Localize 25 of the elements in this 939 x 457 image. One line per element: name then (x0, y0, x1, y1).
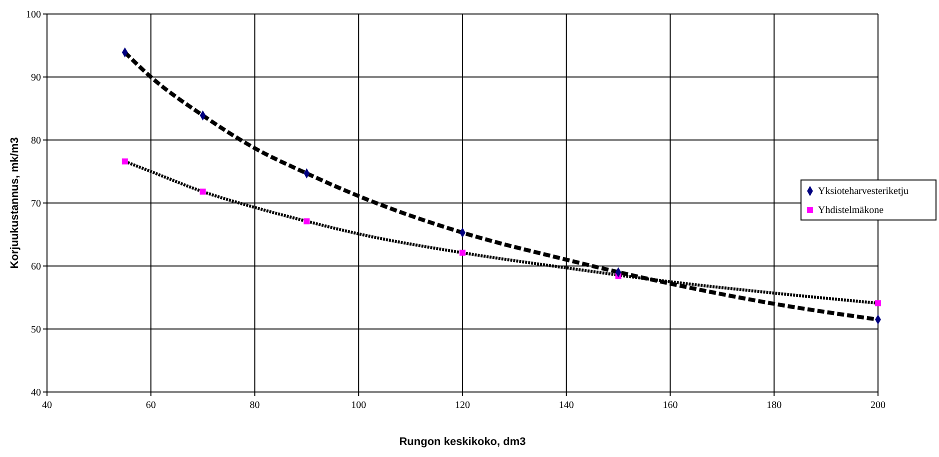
y-tick-label: 60 (31, 262, 41, 272)
legend-label: Yksioteharvesteriketju (818, 186, 909, 197)
point (200, 188, 206, 195)
point (122, 158, 128, 164)
point (460, 250, 466, 256)
x-tick-label: 60 (146, 400, 156, 411)
x-axis-title: Rungon keskikoko, dm3 (399, 436, 526, 448)
x-tick-label: 40 (42, 400, 52, 411)
x-tick-label: 100 (351, 400, 366, 411)
y-tick-label: 90 (31, 72, 41, 84)
y-tick-label: 80 (31, 136, 41, 146)
x-tick-label: 120 (455, 400, 470, 411)
x-tick-label: 160 (662, 400, 678, 411)
point (875, 300, 881, 306)
y-tick-label: 100 (26, 10, 41, 20)
y-axis-title: Korjuukustannus, mk/m3 (9, 137, 21, 269)
point (304, 218, 310, 224)
x-tick-label: 140 (558, 400, 574, 411)
legend-label: Yhdistelmäkone (818, 205, 884, 216)
x-tick-label: 80 (250, 400, 260, 411)
y-tick-label: 50 (31, 324, 41, 336)
y-tick-label: 70 (31, 198, 41, 210)
y-tick-label: 40 (31, 388, 41, 398)
x-tick-label: 200 (870, 400, 886, 411)
x-tick-label: 180 (766, 400, 782, 411)
